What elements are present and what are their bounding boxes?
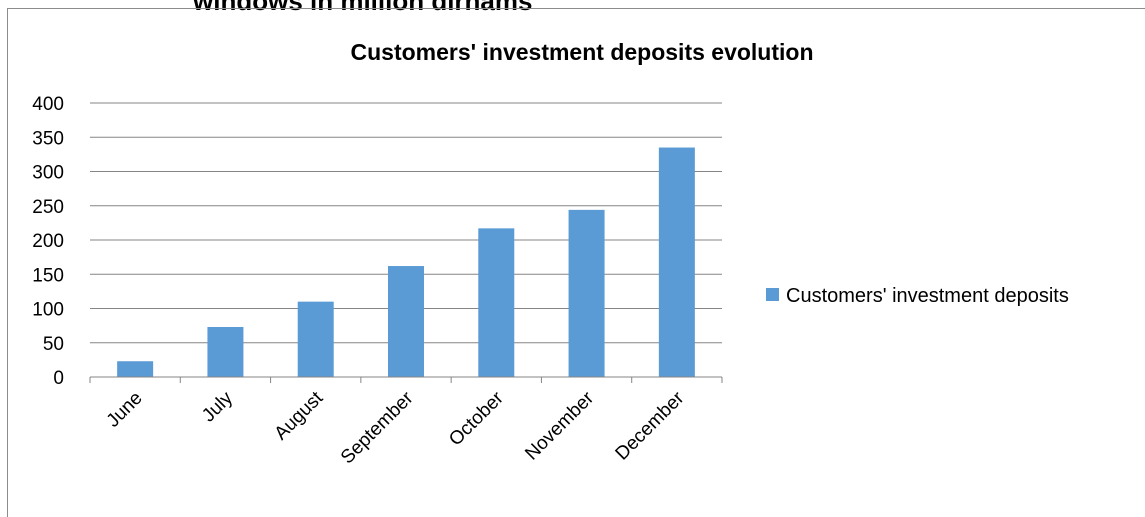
- y-tick-label: 250: [32, 197, 64, 218]
- bars: [117, 147, 695, 377]
- gridlines: [90, 102, 722, 344]
- y-tick-label: 350: [32, 128, 64, 149]
- y-tick-label: 300: [32, 163, 64, 184]
- y-tick-label: 200: [32, 231, 64, 252]
- x-axis: June July August September October November De…: [89, 376, 723, 468]
- y-tick-label: 100: [32, 300, 64, 321]
- legend: Customers' investment deposits: [766, 285, 1069, 307]
- x-tick-label: November: [521, 387, 598, 464]
- y-tick-label: 150: [32, 265, 64, 286]
- x-tick-label: December: [612, 387, 689, 464]
- chart-frame: [7, 8, 1145, 517]
- bar: [568, 209, 605, 377]
- bar: [117, 361, 154, 377]
- y-axis-ticks: 0 50 100 150 200 250 300 350 400: [32, 94, 64, 389]
- legend-swatch: [766, 288, 779, 301]
- bar: [297, 301, 334, 377]
- x-tick-label: October: [445, 387, 508, 450]
- y-tick-label: 0: [53, 368, 64, 389]
- y-tick-label: 50: [43, 334, 64, 355]
- legend-label: Customers' investment deposits: [786, 285, 1069, 307]
- bar: [388, 266, 424, 377]
- bar: [478, 228, 515, 377]
- chart-title: Customers' investment deposits evolution: [351, 39, 814, 65]
- x-tick-label: July: [198, 387, 237, 426]
- x-tick-label: September: [337, 387, 418, 468]
- x-tick-label: August: [271, 387, 328, 444]
- x-tick-label: June: [103, 388, 147, 432]
- bar: [658, 147, 695, 377]
- bar: [207, 326, 244, 377]
- y-tick-label: 400: [32, 94, 64, 115]
